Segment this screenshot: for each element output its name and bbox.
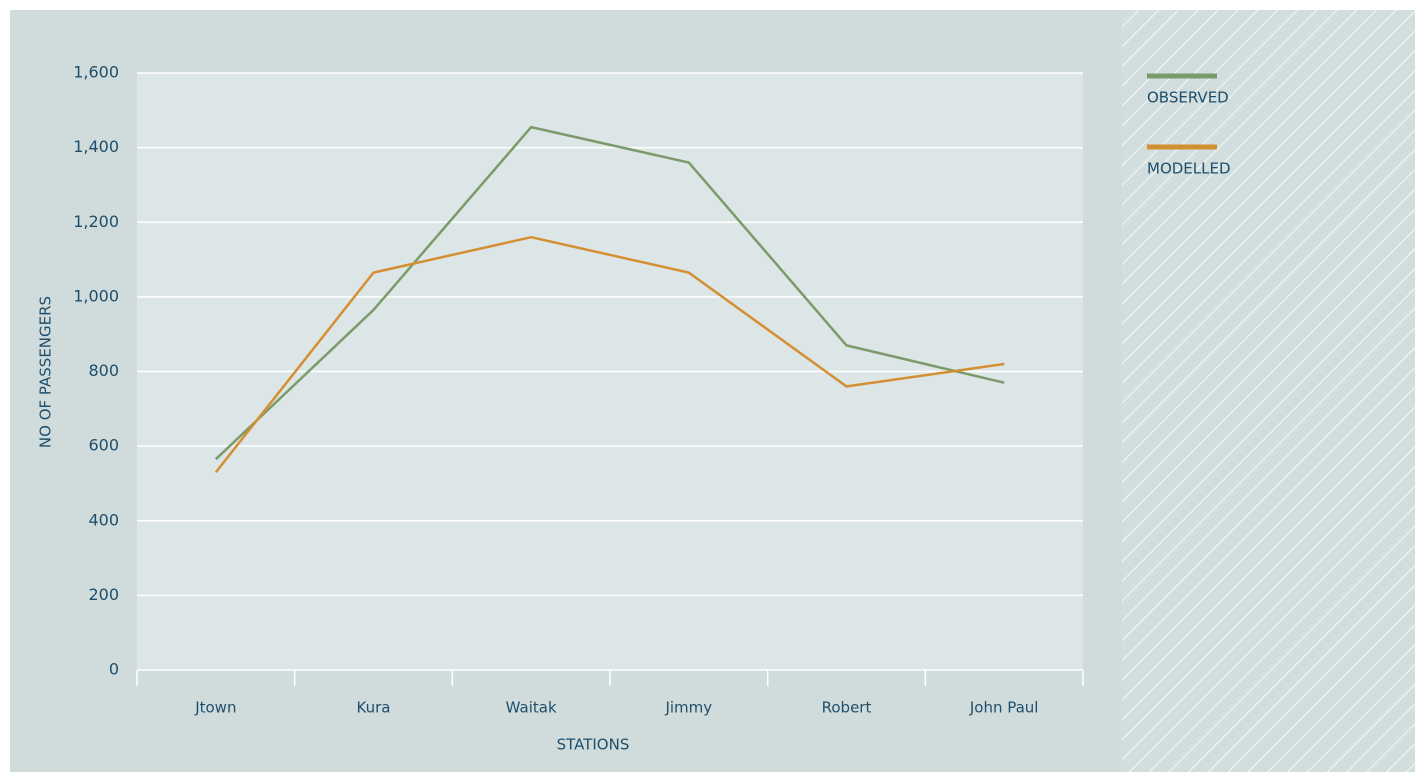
y-tick-label: 1,000 — [73, 286, 119, 305]
y-tick-label: 400 — [88, 510, 119, 529]
y-tick-label: 1,200 — [73, 212, 119, 231]
y-tick-label: 800 — [88, 361, 119, 380]
x-tick-label: Jtown — [194, 699, 236, 717]
legend-label: OBSERVED — [1147, 89, 1229, 107]
y-tick-label: 1,600 — [73, 63, 119, 82]
y-tick-label: 1,400 — [73, 137, 119, 156]
x-axis-title: STATIONS — [557, 736, 630, 754]
x-tick-label: Jimmy — [664, 699, 712, 717]
series-line — [214, 235, 1005, 474]
legend-label: MODELLED — [1147, 160, 1231, 178]
x-tick-label: Waitak — [506, 699, 557, 717]
y-tick-label: 600 — [88, 436, 119, 455]
y-axis-title: NO OF PASSENGERS — [37, 296, 55, 448]
y-tick-label: 200 — [88, 585, 119, 604]
x-tick-label: John Paul — [969, 699, 1039, 717]
x-tick-label: Kura — [357, 699, 391, 717]
series-line — [214, 125, 1005, 461]
y-tick-label: 0 — [109, 660, 119, 679]
x-tick-label: Robert — [822, 699, 872, 717]
legend-panel — [1122, 10, 1415, 772]
